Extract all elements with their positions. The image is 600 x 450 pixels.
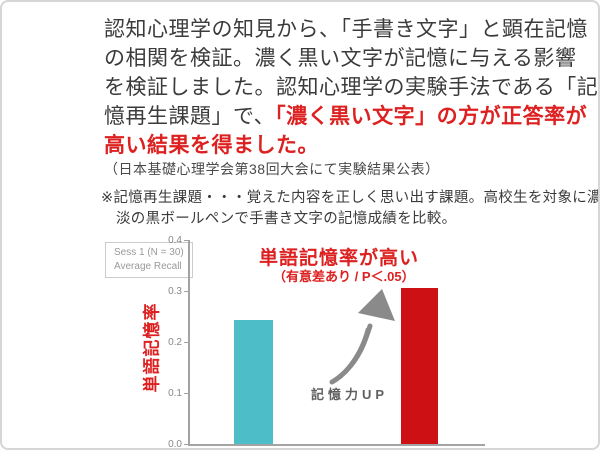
legend-line2: Average Recall — [114, 261, 182, 272]
significance-note: （有意差あり / P＜.05） — [273, 269, 415, 284]
intro-text-black: を検証しました。認知心理学の実験手法である「記 — [104, 76, 599, 99]
intro-text-black: 認知心理学の知見から、「手書き文字」と顕在記憶 — [104, 18, 588, 41]
intro-line: 高い結果を得ました。 — [104, 131, 598, 160]
chart-headline: 単語記憶率が高い — [259, 248, 420, 269]
y-tick-label: 0.1 — [160, 388, 189, 399]
y-tick-label: 0.3 — [160, 286, 189, 297]
up-arrow-icon — [329, 289, 395, 385]
chart-legend: Sess 1 (N = 30) Average Recall — [105, 242, 193, 278]
legend-line1: Sess 1 (N = 30) — [114, 247, 184, 258]
intro-paragraph: 認知心理学の知見から、「手書き文字」と顕在記憶 の相関を検証。濃く黒い文字が記憶… — [104, 15, 598, 160]
intro-line: の相関を検証。濃く黒い文字が記憶に与える影響 — [104, 44, 598, 73]
intro-text-red: 「濃く黒い文字」の方が正答率が — [275, 105, 588, 128]
bar-dark-writing — [401, 288, 438, 444]
bar-light-writing — [234, 320, 273, 444]
footnote-line2: 淡の黒ボールペンで手書き文字の記憶成績を比較。 — [116, 211, 457, 227]
intro-text-red: 高い結果を得ました。 — [104, 134, 319, 157]
plot-area: 0.4 0.3 0.2 0.1 0.0 — [168, 235, 485, 448]
intro-line: 憶再生課題」で、「濃く黒い文字」の方が正答率が — [104, 102, 598, 131]
intro-line: 認知心理学の知見から、「手書き文字」と顕在記憶 — [104, 15, 598, 44]
footnote: ※記憶再生課題・・・覚えた内容を正しく思い出す課題。高校生を対象に濃 淡の黒ボー… — [101, 188, 600, 230]
arrow-caption: 記憶力UP — [311, 387, 389, 402]
y-tick-label: 0.0 — [160, 439, 189, 448]
footnote-line1: ※記憶再生課題・・・覚えた内容を正しく思い出す課題。高校生を対象に濃 — [101, 190, 600, 206]
y-tick-label: 0.2 — [160, 337, 189, 348]
intro-text-black: の相関を検証。濃く黒い文字が記憶に与える影響 — [104, 47, 577, 70]
intro-text-black: 憶再生課題」で、 — [104, 105, 276, 128]
intro-line: を検証しました。認知心理学の実験手法である「記 — [104, 73, 598, 102]
bar-chart: Sess 1 (N = 30) Average Recall 単語記憶率 0.4… — [2, 234, 598, 448]
publication-credit: （日本基礎心理学会第38回大会にて実験結果公表） — [104, 161, 440, 177]
y-tick-label: 0.4 — [160, 235, 189, 246]
